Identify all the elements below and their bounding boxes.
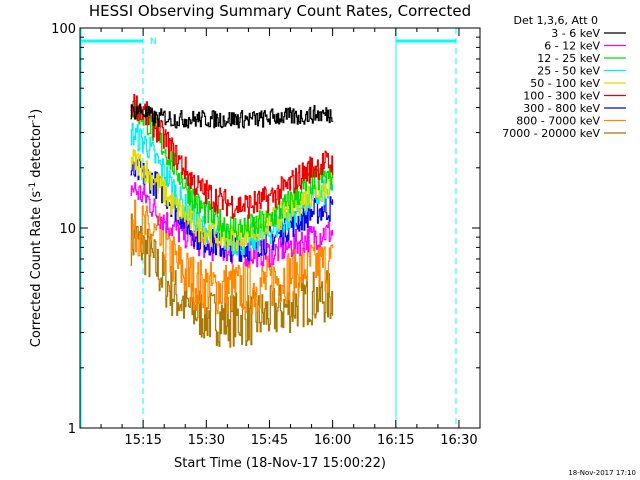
legend-label: 25 - 50 keV	[537, 65, 600, 78]
series-line-0	[130, 104, 334, 129]
legend-label: 3 - 6 keV	[551, 27, 600, 40]
night-marker: N	[150, 37, 157, 47]
series-line-2	[130, 99, 334, 241]
chart-title: HESSI Observing Summary Count Rates, Cor…	[89, 2, 471, 20]
x-tick-label: 16:00	[314, 433, 351, 448]
footer-stamp: 18-Nov-2017 17:10	[568, 469, 636, 477]
legend-label: 100 - 300 keV	[523, 90, 600, 103]
series-line-1	[130, 182, 334, 268]
series-line-5	[130, 93, 334, 219]
x-tick-label: 15:45	[251, 433, 288, 448]
x-tick-label: 16:15	[377, 433, 414, 448]
x-tick-label: 16:30	[440, 433, 477, 448]
legend-label: 6 - 12 keV	[544, 40, 600, 53]
x-tick-label: 15:30	[188, 433, 225, 448]
legend-label: 800 - 7000 keV	[516, 115, 600, 128]
y-tick-label: 100	[51, 22, 76, 37]
series-line-4	[130, 148, 334, 252]
axis-ticks: 15:15 15:30 15:45 16:00 16:15 16:30 1 10 100	[51, 22, 481, 448]
y-axis-label: Corrected Count Rate (s-1 detector-1)	[28, 109, 44, 347]
x-tick-label: 15:15	[124, 433, 161, 448]
x-axis-label: Start Time (18-Nov-17 15:00:22)	[174, 456, 386, 471]
y-tick-label: 1	[68, 422, 76, 437]
legend-label: 12 - 25 keV	[537, 52, 600, 65]
series-line-7	[130, 199, 334, 315]
legend-label: 300 - 800 keV	[523, 102, 600, 115]
y-tick-label: 10	[59, 222, 76, 237]
legend-header: Det 1,3,6, Att 0	[514, 14, 598, 27]
legend-label: 7000 - 20000 keV	[502, 127, 600, 140]
legend-label: 50 - 100 keV	[530, 77, 600, 90]
